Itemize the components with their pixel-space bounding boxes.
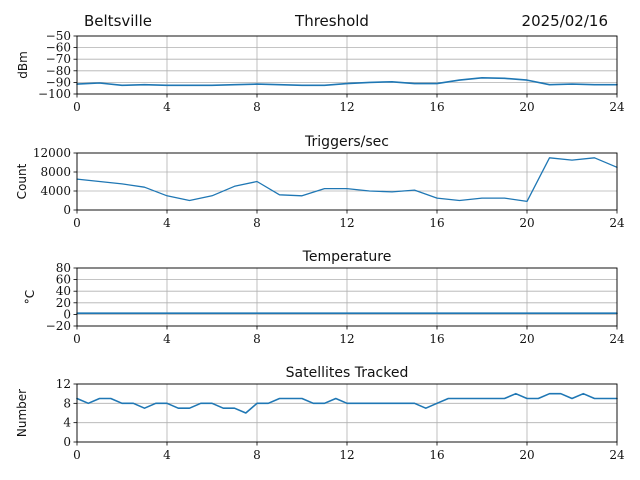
temperature-x-tick-label: 8 (253, 332, 261, 346)
satellites-x-tick-label: 20 (519, 448, 534, 462)
threshold-y-tick-label: −60 (46, 41, 71, 55)
triggers-x-tick-label: 24 (609, 216, 625, 230)
triggers-x-tick-label: 4 (163, 216, 171, 230)
satellites-title: Satellites Tracked (286, 365, 409, 381)
triggers-x-tick-label: 12 (339, 216, 354, 230)
triggers-x-tick-label: 8 (253, 216, 261, 230)
temperature-y-axis-label: °C (23, 290, 37, 304)
temperature-x-tick-label: 0 (73, 332, 81, 346)
station-name: Beltsville (84, 12, 152, 30)
satellites-x-tick-label: 24 (609, 448, 625, 462)
threshold-y-axis-label: dBm (16, 51, 30, 79)
temperature-y-tick-label: 80 (56, 261, 71, 275)
triggers-title: Triggers/sec (304, 134, 389, 150)
temperature-y-tick-label: 40 (56, 284, 71, 298)
satellites-y-axis-label: Number (15, 389, 29, 437)
triggers-x-tick-label: 0 (73, 216, 81, 230)
temperature-x-tick-label: 20 (519, 332, 534, 346)
triggers-x-tick-label: 20 (519, 216, 534, 230)
temperature-x-tick-label: 12 (339, 332, 354, 346)
threshold-y-tick-label: −70 (46, 52, 71, 66)
satellites-x-tick-label: 0 (73, 448, 81, 462)
threshold-x-tick-label: 0 (73, 100, 81, 114)
satellites-y-tick-label: 8 (63, 396, 71, 410)
satellites-y-tick-label: 4 (63, 416, 71, 430)
temperature-x-tick-label: 4 (163, 332, 171, 346)
temperature-title: Temperature (302, 249, 392, 265)
threshold-x-tick-label: 4 (163, 100, 171, 114)
satellites-x-tick-label: 4 (163, 448, 171, 462)
threshold-x-tick-label: 24 (609, 100, 625, 114)
figure-title: Threshold (295, 12, 369, 30)
temperature-y-tick-label: −20 (46, 319, 71, 333)
temperature-y-tick-label: 20 (56, 296, 71, 310)
threshold-x-tick-label: 16 (429, 100, 444, 114)
threshold-panel: 0 4 8 12 16 20 24 −100−90−80−70−60−50 dBm (16, 29, 625, 114)
temperature-y-tick-label: 0 (63, 307, 71, 321)
triggers-panel: 0 4 8 12 16 20 24 0 4000 8000 12000 Triggers/sec Cou… (15, 134, 625, 230)
threshold-x-tick-label: 20 (519, 100, 534, 114)
triggers-x-tick-label: 16 (429, 216, 444, 230)
satellites-panel: 0 4 8 12 16 20 24 0 4 8 12 Satellites Tracked Number (15, 365, 625, 462)
triggers-y-tick-label: 8000 (40, 165, 71, 179)
triggers-y-tick-label: 0 (63, 203, 71, 217)
threshold-x-tick-label: 8 (253, 100, 261, 114)
threshold-y-tick-label: −80 (46, 64, 71, 78)
threshold-y-tick-label: −90 (46, 75, 71, 89)
date-label: 2025/02/16 (521, 12, 608, 30)
triggers-y-tick-label: 4000 (40, 184, 71, 198)
satellites-x-tick-label: 16 (429, 448, 444, 462)
threshold-x-tick-label: 12 (339, 100, 354, 114)
satellites-y-tick-label: 12 (56, 377, 71, 391)
satellites-x-tick-label: 8 (253, 448, 261, 462)
triggers-y-axis-label: Count (15, 163, 29, 199)
temperature-y-tick-label: 60 (56, 273, 71, 287)
threshold-y-tick-label: −100 (38, 87, 71, 101)
threshold-series-line (76, 77, 618, 87)
temperature-x-tick-label: 24 (609, 332, 625, 346)
satellites-series-line (76, 392, 618, 414)
triggers-y-tick-label: 12000 (33, 146, 71, 160)
threshold-y-tick-label: −50 (46, 29, 71, 43)
satellites-y-tick-label: 0 (63, 435, 71, 449)
temperature-x-tick-label: 16 (429, 332, 444, 346)
triggers-series-line (76, 157, 618, 203)
satellites-x-tick-label: 12 (339, 448, 354, 462)
